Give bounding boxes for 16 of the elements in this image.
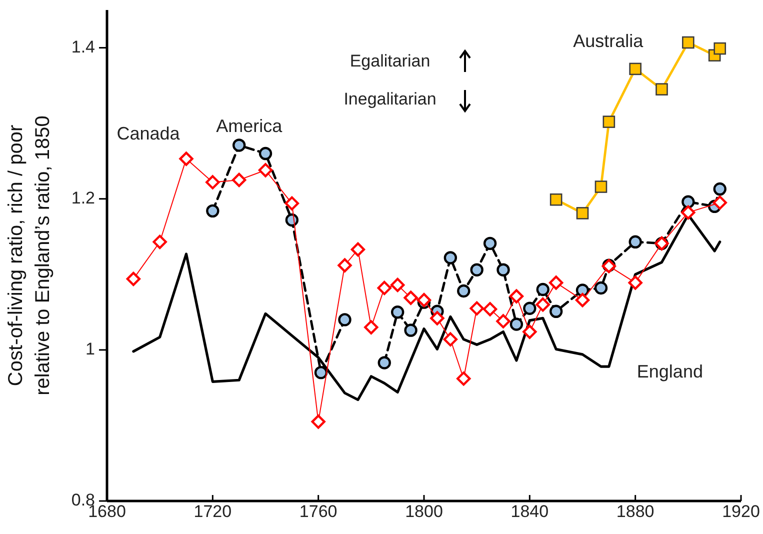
y-axis-title: Cost-of-living ratio, rich / poor relative to England’s ratio, 1850 [5, 116, 54, 396]
x-tick-label: 1840 [510, 502, 549, 521]
y-tick-label: 1.2 [71, 188, 95, 208]
annotation: Egalitarian [350, 51, 430, 70]
series-label: Australia [573, 31, 644, 52]
x-tick-label: 1760 [299, 502, 338, 521]
series-label: America [216, 116, 284, 136]
series-label: England [636, 361, 703, 382]
x-tick-label: 1720 [194, 502, 232, 521]
x-tick-label: 1800 [405, 502, 443, 521]
series-label: Canada [116, 124, 181, 144]
annotation: Inegalitarian [344, 89, 436, 108]
y-tick-label: 1.4 [71, 37, 95, 56]
x-tick-label: 1920 [722, 502, 760, 521]
x-tick-label: 1880 [616, 502, 654, 521]
y-tick-label: 1 [86, 339, 95, 358]
